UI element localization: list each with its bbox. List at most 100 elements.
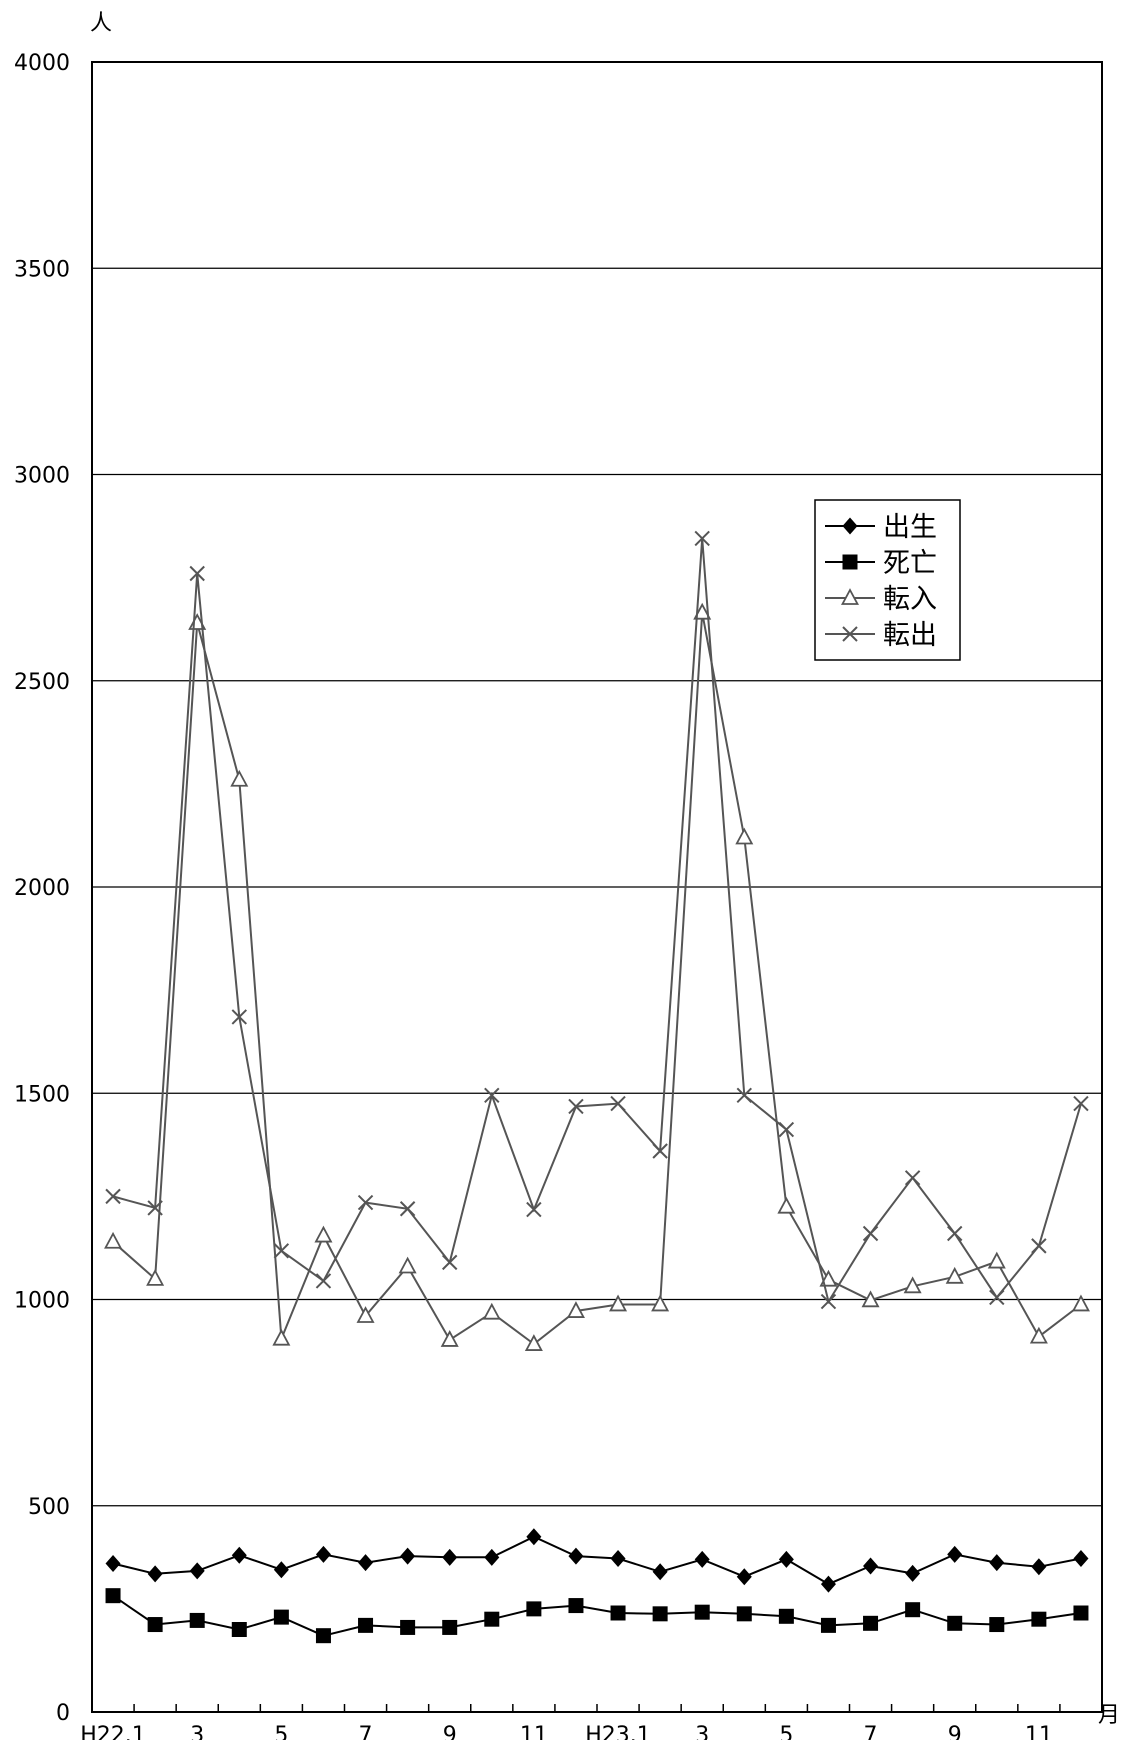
data-point <box>947 1225 963 1242</box>
data-point <box>1029 1326 1048 1344</box>
legend-item: 出生 <box>825 512 937 543</box>
data-point <box>356 1306 375 1323</box>
data-point <box>1031 1238 1047 1254</box>
legend-marker <box>842 554 858 570</box>
data-point <box>778 1608 794 1624</box>
x-tick-label: 11 <box>520 1723 548 1740</box>
data-point <box>442 1548 458 1566</box>
data-point <box>820 1617 836 1633</box>
marker-stroke <box>736 1087 752 1104</box>
data-point <box>778 1550 794 1568</box>
data-point <box>609 1294 628 1312</box>
data-point <box>358 1617 374 1633</box>
x-tick-label: 5 <box>274 1723 288 1740</box>
data-point <box>568 1598 584 1614</box>
data-point <box>482 1302 501 1320</box>
data-point <box>610 1550 626 1568</box>
data-point <box>905 1602 921 1618</box>
marker-stroke <box>357 1194 374 1211</box>
data-point <box>105 1588 121 1604</box>
data-point <box>945 1266 964 1284</box>
x-tick-label: 9 <box>443 1723 457 1740</box>
series-line <box>112 612 1082 1346</box>
marker-stroke <box>1031 1238 1047 1254</box>
y-tick-label: 0 <box>56 1701 70 1726</box>
data-point <box>610 1605 626 1621</box>
data-point <box>610 1095 626 1112</box>
marker-stroke <box>105 1188 121 1205</box>
legend-item: 転出 <box>825 620 937 651</box>
data-point <box>273 1243 290 1259</box>
data-point <box>651 1294 670 1312</box>
data-point <box>147 1565 163 1583</box>
y-axis-label: 人 <box>90 11 112 36</box>
data-point <box>399 1201 416 1217</box>
data-point <box>189 565 205 582</box>
data-point <box>652 1563 668 1581</box>
data-point <box>315 1628 331 1644</box>
data-point <box>694 1550 710 1568</box>
data-point <box>358 1554 374 1572</box>
legend-label: 転入 <box>883 584 937 615</box>
marker-stroke <box>526 1201 542 1218</box>
data-point <box>231 1009 247 1025</box>
data-point <box>105 1555 121 1572</box>
series-line <box>112 1535 1082 1586</box>
marker-stroke <box>989 1289 1005 1306</box>
x-tick-label: H23.1 <box>585 1723 651 1740</box>
data-point <box>903 1276 922 1294</box>
data-point <box>147 1617 163 1633</box>
data-point <box>357 1194 374 1211</box>
data-point <box>820 1293 837 1310</box>
legend-marker <box>842 517 858 535</box>
data-point <box>315 1545 331 1563</box>
data-point <box>736 1606 752 1622</box>
data-point <box>400 1619 416 1635</box>
data-point <box>735 827 754 845</box>
series-3 <box>105 530 1089 1310</box>
data-point <box>568 1547 584 1565</box>
data-point <box>484 1611 500 1627</box>
data-point <box>442 1619 458 1635</box>
data-point <box>568 1098 584 1115</box>
y-tick-label: 1500 <box>14 1082 70 1107</box>
data-point <box>904 1170 921 1186</box>
legend-label: 死亡 <box>883 548 937 579</box>
y-tick-label: 3500 <box>14 257 70 282</box>
data-point <box>398 1256 417 1274</box>
marker-stroke <box>694 530 710 547</box>
data-point <box>736 1568 752 1586</box>
legend-item: 死亡 <box>825 548 937 579</box>
data-point <box>736 1087 752 1104</box>
y-tick-label: 4000 <box>14 51 70 76</box>
data-point <box>147 1200 163 1216</box>
data-point <box>861 1290 880 1308</box>
data-point <box>1071 1294 1090 1312</box>
marker-stroke <box>147 1200 163 1216</box>
data-point <box>1031 1611 1047 1627</box>
legend-item: 転入 <box>825 584 937 615</box>
y-tick-label: 3000 <box>14 464 70 489</box>
x-tick-label: 5 <box>779 1723 793 1740</box>
marker-stroke <box>189 565 205 582</box>
marker-stroke <box>842 626 858 642</box>
data-point <box>989 1289 1005 1306</box>
data-point <box>273 1609 289 1625</box>
x-axis-label: 月 <box>1098 1703 1120 1728</box>
marker-stroke <box>568 1098 584 1115</box>
marker-stroke <box>904 1170 921 1186</box>
data-point <box>694 530 710 547</box>
data-point <box>526 1201 542 1218</box>
data-point <box>146 1268 165 1286</box>
data-point <box>947 1615 963 1631</box>
data-point <box>863 1615 879 1631</box>
data-point <box>989 1554 1005 1572</box>
y-tick-label: 500 <box>28 1495 70 1520</box>
data-point <box>231 1622 247 1637</box>
x-tick-label: 7 <box>864 1723 878 1740</box>
marker-stroke <box>315 1273 332 1289</box>
data-point <box>272 1328 291 1346</box>
marker-stroke <box>610 1095 626 1112</box>
